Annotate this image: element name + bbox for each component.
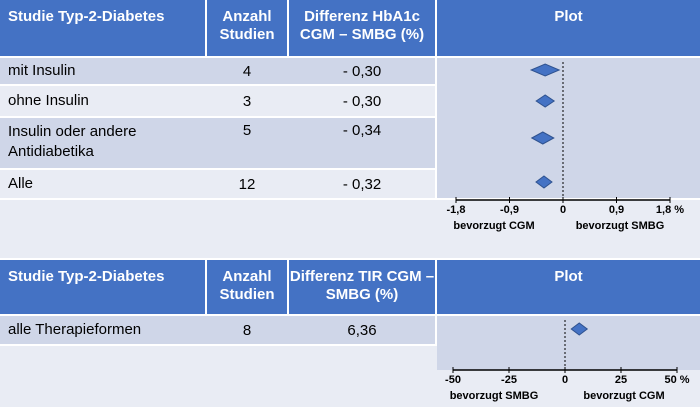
- row-diff: - 0,30: [342, 62, 382, 80]
- axis-favour-left-label: bevorzugt CGM: [453, 220, 534, 232]
- table2-header-count-text: Anzahl Studien: [219, 268, 275, 303]
- row-name: alle Therapieformen: [8, 321, 142, 338]
- table1-header-diff: Differenz HbA1c CGM – SMBG (%): [289, 0, 435, 56]
- row-diff: - 0,34: [342, 122, 382, 139]
- axis-favour-right-label: bevorzugt CGM: [583, 390, 664, 402]
- diamond-marker: [570, 322, 589, 336]
- row-count: 3: [242, 92, 252, 110]
- table-row: Alle 12 - 0,32: [0, 170, 435, 198]
- row-count: 4: [242, 62, 252, 80]
- row-name: Insulin oder andere Antidiabetika: [8, 123, 137, 160]
- table1-header-diff-text: Differenz HbA1c CGM – SMBG (%): [299, 8, 425, 43]
- x-tick-label: 25: [615, 374, 627, 386]
- x-tick-label: 1,8 %: [656, 204, 684, 216]
- table2-header-diff: Differenz TIR CGM – SMBG (%): [289, 260, 435, 314]
- row-diff: - 0,30: [342, 92, 382, 110]
- table-row: Insulin oder andere Antidiabetika 5 - 0,…: [0, 118, 435, 168]
- x-tick-label: 0,9: [609, 204, 624, 216]
- table1-header-plot: Plot: [437, 0, 700, 56]
- table1-header-study: Studie Typ-2-Diabetes: [0, 0, 205, 56]
- diamond-marker: [530, 131, 555, 145]
- table1-header-count: Anzahl Studien: [207, 0, 287, 56]
- table-row: ohne Insulin 3 - 0,30: [0, 86, 435, 116]
- x-tick-label: 50 %: [664, 374, 689, 386]
- table2-header-count: Anzahl Studien: [207, 260, 287, 314]
- table2-header-study-text: Studie Typ-2-Diabetes: [8, 268, 165, 285]
- table1-header-study-text: Studie Typ-2-Diabetes: [8, 8, 165, 25]
- table2-header-plot-text: Plot: [554, 268, 583, 285]
- row-name: ohne Insulin: [8, 92, 89, 109]
- diamond-marker: [529, 63, 561, 77]
- x-tick-label: -1,8: [447, 204, 466, 216]
- x-tick-label: -0,9: [500, 204, 519, 216]
- row-diff: 6,36: [347, 321, 377, 339]
- row-count: 12: [238, 175, 256, 193]
- axis-favour-right-label: bevorzugt SMBG: [576, 220, 665, 232]
- row-name: mit Insulin: [8, 62, 76, 79]
- diamond-marker: [535, 175, 553, 189]
- table-row: mit Insulin 4 - 0,30: [0, 58, 435, 84]
- table1-filler: [0, 200, 700, 258]
- table2-plot-area: [437, 316, 700, 370]
- row-count: 8: [242, 321, 252, 339]
- table1-header-count-text: Anzahl Studien: [219, 8, 275, 43]
- diamond-marker: [535, 94, 556, 108]
- table1-plot-area: [437, 58, 700, 198]
- table1-header-plot-text: Plot: [554, 8, 583, 25]
- x-tick-label: 0: [562, 374, 568, 386]
- table2-header-study: Studie Typ-2-Diabetes: [0, 260, 205, 314]
- table-row: alle Therapieformen 8 6,36: [0, 316, 435, 344]
- axis-favour-left-label: bevorzugt SMBG: [450, 390, 539, 402]
- table2-header-diff-text: Differenz TIR CGM – SMBG (%): [289, 268, 435, 303]
- x-tick-label: -50: [445, 374, 461, 386]
- x-tick-label: 0: [560, 204, 566, 216]
- x-tick-label: -25: [501, 374, 517, 386]
- table2-header-plot: Plot: [437, 260, 700, 314]
- row-name: Alle: [8, 175, 34, 192]
- row-diff: - 0,32: [342, 175, 382, 193]
- row-count: 5: [242, 122, 252, 139]
